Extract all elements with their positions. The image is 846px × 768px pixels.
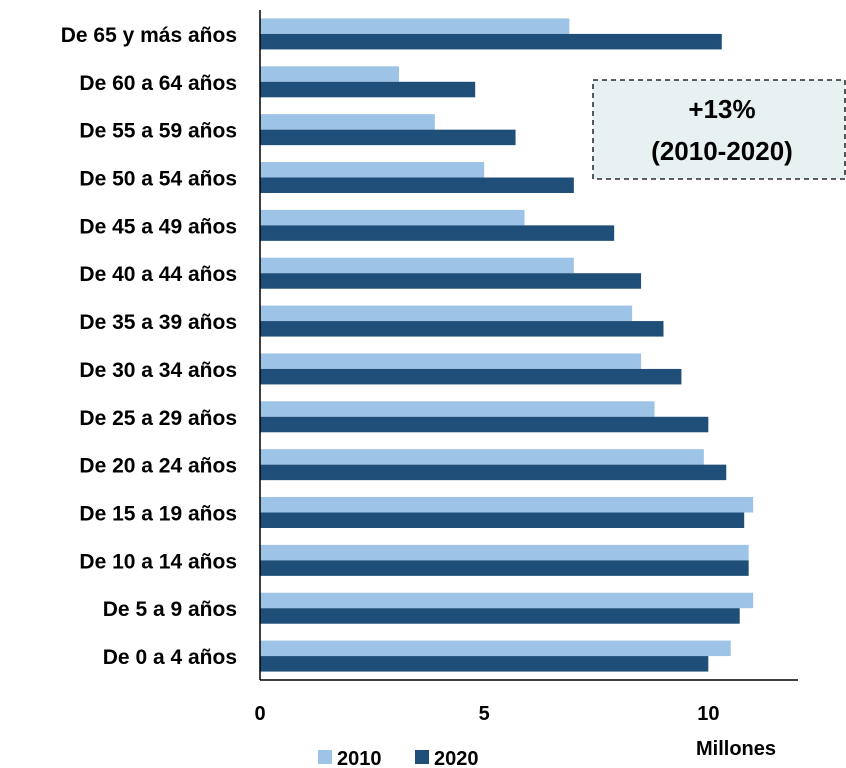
bars-group [260, 18, 754, 672]
x-tick-label-1: 5 [479, 703, 490, 725]
x-axis-title: Millones [696, 738, 776, 760]
bar-2010-0 [260, 640, 731, 657]
category-label-0: De 0 a 4 años [103, 646, 237, 669]
category-label-7: De 35 a 39 años [79, 311, 237, 334]
bar-2020-2 [260, 560, 749, 576]
x-tick-label-2: 10 [697, 703, 719, 725]
bar-2020-11 [260, 129, 516, 146]
bar-2010-5 [260, 401, 655, 417]
bar-2010-13 [260, 18, 570, 34]
category-label-2: De 10 a 14 años [79, 550, 237, 573]
bar-2010-11 [260, 114, 435, 130]
category-label-4: De 20 a 24 años [79, 455, 237, 478]
category-label-9: De 45 a 49 años [79, 215, 237, 238]
category-label-1: De 5 a 9 años [103, 598, 237, 621]
annotation-background [592, 79, 846, 180]
x-tick-labels: 0 5 10 [254, 703, 719, 725]
bar-2010-4 [260, 449, 704, 465]
annotation-line-1: +13% [688, 94, 755, 124]
bar-2010-6 [260, 353, 642, 369]
bar-2020-8 [260, 273, 642, 289]
bar-2010-12 [260, 66, 399, 82]
category-label-10: De 50 a 54 años [79, 168, 237, 191]
bar-2020-10 [260, 177, 574, 193]
annotation-line-2: (2010-2020) [651, 136, 793, 166]
category-label-12: De 60 a 64 años [79, 72, 237, 95]
category-label-11: De 55 a 59 años [79, 120, 237, 143]
legend-swatch-2020 [415, 750, 429, 764]
bar-2010-1 [260, 592, 754, 609]
bar-2020-0 [260, 656, 709, 672]
category-labels: De 0 a 4 años De 5 a 9 años De 10 a 14 año… [61, 24, 237, 669]
legend-label-2020: 2020 [434, 748, 479, 768]
bar-2020-5 [260, 416, 709, 433]
category-label-5: De 25 a 29 años [79, 407, 237, 430]
bar-2020-3 [260, 512, 745, 528]
bar-2020-9 [260, 225, 615, 241]
legend-swatch-2010 [318, 750, 332, 764]
category-label-8: De 40 a 44 años [79, 263, 237, 286]
category-label-3: De 15 a 19 años [79, 503, 237, 526]
bar-2010-3 [260, 497, 754, 513]
bar-2010-2 [260, 544, 749, 561]
bar-2010-9 [260, 209, 525, 226]
bar-2020-1 [260, 608, 740, 624]
annotation-box: +13% (2010-2020) [592, 79, 846, 180]
legend: 2010 2020 [318, 748, 479, 768]
category-label-6: De 30 a 34 años [79, 359, 237, 382]
bar-2020-12 [260, 81, 476, 98]
category-label-13: De 65 y más años [61, 24, 237, 47]
bar-2020-7 [260, 321, 664, 337]
legend-label-2010: 2010 [337, 748, 382, 768]
x-tick-label-0: 0 [254, 703, 265, 725]
bar-2010-8 [260, 257, 574, 274]
bar-2020-6 [260, 368, 682, 385]
bar-2010-7 [260, 305, 633, 322]
bar-2010-10 [260, 162, 485, 178]
bar-2020-13 [260, 33, 722, 50]
bar-2020-4 [260, 464, 727, 481]
